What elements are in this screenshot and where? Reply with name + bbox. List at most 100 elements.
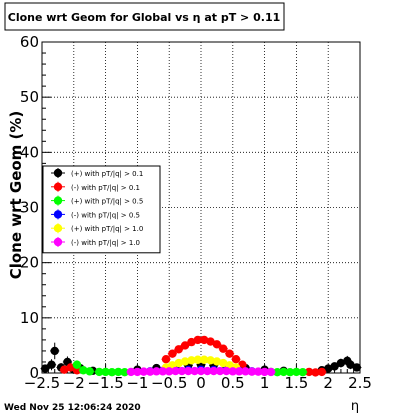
legend-marker (53, 168, 63, 178)
data-point (85, 367, 94, 376)
legend-label: (+) with pT/|q| > 0.1 (71, 170, 143, 178)
data-point (206, 337, 215, 346)
data-point (292, 367, 301, 377)
data-point (120, 367, 129, 377)
data-point (107, 367, 117, 377)
data-point (231, 355, 241, 364)
x-tick-label: 1.5 (284, 374, 308, 392)
data-point (190, 366, 199, 376)
y-tick-label: 20 (20, 254, 39, 272)
data-point (234, 367, 244, 376)
data-point (50, 346, 59, 356)
data-point (285, 367, 295, 377)
legend-marker (53, 182, 63, 191)
data-point (72, 360, 82, 369)
data-point (260, 367, 269, 377)
data-point (352, 363, 362, 372)
data-point (298, 367, 307, 377)
x-tick-label: −1 (126, 374, 148, 392)
x-axis-label: η (351, 399, 359, 414)
data-point (199, 355, 209, 364)
chart-title: Clone wrt Geom for Global vs η at pT > 0… (8, 11, 281, 24)
data-point (203, 366, 212, 376)
data-point (330, 362, 339, 371)
legend-label: (-) with pT/|q| > 1.0 (71, 239, 140, 247)
x-tick-label: 0.5 (221, 374, 245, 392)
data-point (241, 367, 250, 376)
legend-label: (+) with pT/|q| > 1.0 (71, 225, 143, 233)
data-point (168, 349, 177, 358)
data-point (126, 367, 136, 377)
data-point (184, 366, 193, 376)
data-point (95, 367, 104, 377)
data-point (215, 366, 225, 376)
data-point (180, 357, 190, 366)
data-point (79, 366, 88, 375)
series-6 (126, 366, 276, 377)
data-point (177, 366, 187, 376)
data-point (158, 367, 168, 376)
y-tick-label: 50 (20, 88, 39, 106)
x-tick-label: 2.5 (348, 374, 372, 392)
timestamp-footer: Wed Nov 25 12:06:24 2020 (4, 403, 141, 413)
x-tick-label: 1 (260, 374, 270, 392)
data-point (225, 349, 234, 358)
data-point (266, 367, 276, 377)
data-point (206, 356, 215, 365)
data-point (174, 345, 183, 354)
data-point (304, 367, 314, 377)
legend-marker (53, 210, 63, 219)
data-point (273, 367, 282, 377)
data-point (47, 360, 56, 369)
data-point (228, 367, 237, 376)
y-tick-label: 0 (29, 364, 39, 382)
data-point (114, 367, 123, 377)
data-point (209, 366, 218, 376)
data-point (193, 355, 203, 364)
data-point (165, 367, 174, 376)
series-3 (72, 360, 308, 377)
y-tick-labels: 0 10 20 30 40 50 60 (20, 33, 39, 382)
data-point (193, 335, 203, 345)
data-point (311, 368, 320, 377)
y-axis-label: Clone wrt Geom (%) (7, 111, 25, 280)
x-tick-label: 0 (196, 374, 206, 392)
data-point (152, 367, 161, 376)
title-box (4, 2, 285, 31)
legend-box (42, 165, 161, 254)
x-tick-label: −0.5 (151, 374, 187, 392)
x-tick-labels: −2.5 −2 −1.5 −1 −0.5 0 0.5 1 1.5 2 2.5 (24, 374, 372, 392)
data-point (247, 367, 257, 376)
y-tick-label: 30 (20, 199, 39, 217)
x-tick-label: −1.5 (87, 374, 123, 392)
data-point (196, 366, 206, 376)
legend-marker (53, 237, 63, 247)
legend: (+) with pT/|q| > 0.1 (-) with pT/|q| > 0… (42, 165, 161, 254)
legend-label: (-) with pT/|q| > 0.1 (71, 184, 140, 192)
x-tick-label: −2.5 (24, 374, 60, 392)
data-point (346, 360, 355, 369)
legend-marker (53, 224, 63, 233)
x-tick-label: 2 (323, 374, 333, 392)
y-tick-label: 10 (20, 309, 39, 327)
data-point (66, 363, 75, 372)
x-tick-label: −2 (63, 374, 85, 392)
y-tick-label: 60 (20, 33, 39, 51)
legend-marker (53, 196, 63, 205)
data-point (145, 367, 155, 376)
data-point (317, 367, 327, 377)
data-point (161, 355, 171, 364)
legend-label: (-) with pT/|q| > 0.5 (71, 211, 140, 219)
data-point (222, 366, 231, 376)
data-marks (40, 335, 362, 377)
series-2 (59, 335, 327, 377)
data-point (101, 367, 110, 377)
data-point (219, 344, 228, 353)
data-point (171, 366, 180, 376)
data-point (187, 356, 196, 365)
y-tick-label: 40 (20, 143, 39, 161)
data-point (180, 341, 190, 350)
data-point (40, 364, 50, 373)
data-point (212, 340, 222, 349)
